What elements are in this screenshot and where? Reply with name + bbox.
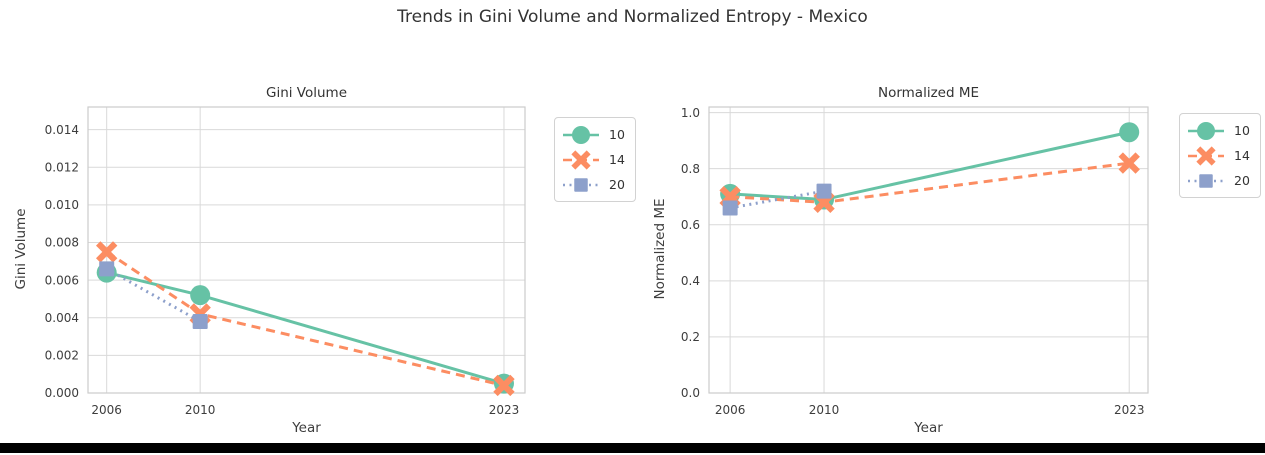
normalized-me-legend: 10 14 20 xyxy=(1179,113,1261,198)
x-tick-label: 2023 xyxy=(1114,403,1145,417)
legend-label: 20 xyxy=(1234,173,1250,188)
gini-volume-chart: 0.000 0.002 0.004 0.006 0.008 0.010 0.012 0.014… xyxy=(45,106,526,417)
normalized-me-chart: 0.0 0.2 0.4 0.6 0.8 1.0 2006 2010 2023 xyxy=(681,106,1149,417)
marker-square-20 xyxy=(722,200,738,216)
y-tick-label: 0.010 xyxy=(45,198,79,212)
x-tick-label: 2010 xyxy=(185,403,216,417)
legend-marker-X xyxy=(571,149,591,170)
bottom-black-bar xyxy=(0,443,1265,453)
plot-border xyxy=(708,106,1149,394)
y-tick-label: 0.4 xyxy=(681,274,700,288)
legend-marker-circle xyxy=(1197,121,1215,140)
y-tick-label: 0.000 xyxy=(45,386,79,400)
legend-label: 14 xyxy=(1234,148,1250,163)
marker-X-14 xyxy=(493,374,515,397)
legend-marker-square xyxy=(574,177,588,192)
legend-marker-X xyxy=(1196,145,1216,166)
x-tick-label: 2006 xyxy=(91,403,122,417)
legend-marker-circle xyxy=(572,125,590,144)
gini-volume-legend: 10 14 20 xyxy=(554,117,636,202)
y-tick-label: 0.0 xyxy=(681,386,700,400)
normalized-me-x-axis-label: Year xyxy=(914,420,943,436)
gini-volume-x-axis-label: Year xyxy=(292,420,321,436)
marker-square-20 xyxy=(192,314,208,329)
y-tick-label: 1.0 xyxy=(681,106,700,120)
legend-X-swatch-icon xyxy=(1188,145,1224,166)
legend-item-10: 10 xyxy=(1187,119,1250,142)
marker-X-14 xyxy=(1118,152,1140,174)
y-tick-label: 0.004 xyxy=(45,311,79,325)
y-tick-label: 0.002 xyxy=(45,349,79,363)
legend-X-swatch-icon xyxy=(563,149,599,170)
marker-circle-10 xyxy=(190,285,211,306)
plot-border xyxy=(87,106,526,394)
legend-label: 10 xyxy=(1234,123,1250,138)
marker-X-14 xyxy=(96,241,118,263)
y-tick-label: 0.014 xyxy=(45,123,79,137)
y-tick-label: 0.8 xyxy=(681,162,700,176)
legend-label: 10 xyxy=(609,127,625,142)
x-tick-label: 2006 xyxy=(715,403,746,417)
y-tick-label: 0.008 xyxy=(45,236,79,250)
figure-title: Trends in Gini Volume and Normalized Ent… xyxy=(397,7,868,27)
y-tick-label: 0.6 xyxy=(681,218,700,232)
legend-item-10: 10 xyxy=(562,123,625,146)
legend-label: 14 xyxy=(609,152,625,167)
legend-item-14: 14 xyxy=(562,148,625,171)
legend-item-20: 20 xyxy=(562,173,625,196)
legend-marker-square xyxy=(1199,173,1213,188)
marker-circle-10 xyxy=(1119,122,1140,143)
legend-item-20: 20 xyxy=(1187,169,1250,192)
y-tick-label: 0.012 xyxy=(45,160,79,174)
marker-square-20 xyxy=(99,261,115,277)
legend-square-swatch-icon xyxy=(563,177,599,192)
series-line-20 xyxy=(729,189,825,210)
x-tick-label: 2010 xyxy=(809,403,840,417)
y-tick-label: 0.006 xyxy=(45,273,79,287)
series-line-10 xyxy=(106,271,505,386)
x-tick-label: 2023 xyxy=(489,403,520,417)
legend-square-swatch-icon xyxy=(1188,173,1224,188)
legend-circle-swatch-icon xyxy=(1188,121,1224,140)
legend-circle-swatch-icon xyxy=(563,125,599,144)
normalized-me-chart-title: Normalized ME xyxy=(877,85,980,101)
marker-square-20 xyxy=(816,183,832,199)
legend-label: 20 xyxy=(609,177,625,192)
y-tick-label: 0.2 xyxy=(681,330,700,344)
legend-item-14: 14 xyxy=(1187,144,1250,167)
gini-volume-chart-title: Gini Volume xyxy=(265,85,348,101)
series-line-20 xyxy=(105,267,201,323)
